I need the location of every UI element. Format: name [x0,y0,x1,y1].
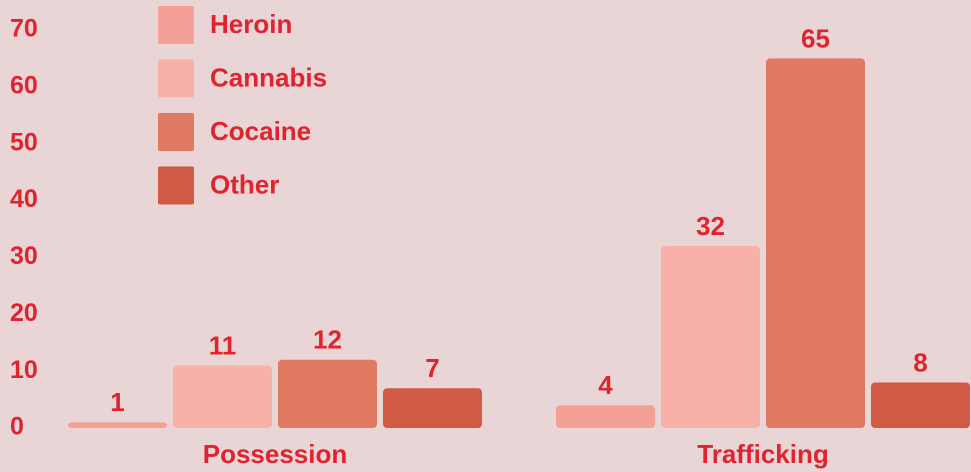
y-tick-label: 0 [10,413,24,441]
y-tick-label: 60 [10,71,38,99]
data-label: 12 [313,325,342,355]
bar [556,405,655,428]
data-label: 65 [801,23,830,53]
legend-swatch [158,59,194,98]
legend-label: Cannabis [210,62,327,92]
legend-swatch [158,6,194,44]
y-tick-label: 30 [10,242,38,270]
data-label: 7 [425,353,439,383]
bar [871,382,970,428]
bar [68,422,167,428]
legend-swatch [158,166,194,205]
x-tick-label: Possession [203,439,348,469]
bar [766,58,865,429]
legend-label: Cocaine [210,116,311,146]
x-tick-label: Trafficking [697,439,828,469]
bar [173,365,272,428]
data-label: 8 [913,347,927,377]
y-tick-label: 40 [10,185,38,213]
data-label: 1 [110,387,124,417]
y-tick-label: 70 [10,15,38,43]
data-label: 11 [209,330,237,360]
data-label: 4 [598,370,613,400]
bar [661,246,760,428]
y-tick-label: 50 [10,128,38,156]
y-tick-label: 10 [10,356,38,384]
y-tick-label: 20 [10,299,38,327]
legend-label: Heroin [210,9,292,39]
legend-label: Other [210,169,279,199]
bar [278,359,377,428]
bar [383,388,482,428]
data-label: 32 [696,211,725,241]
legend-swatch [158,113,194,151]
